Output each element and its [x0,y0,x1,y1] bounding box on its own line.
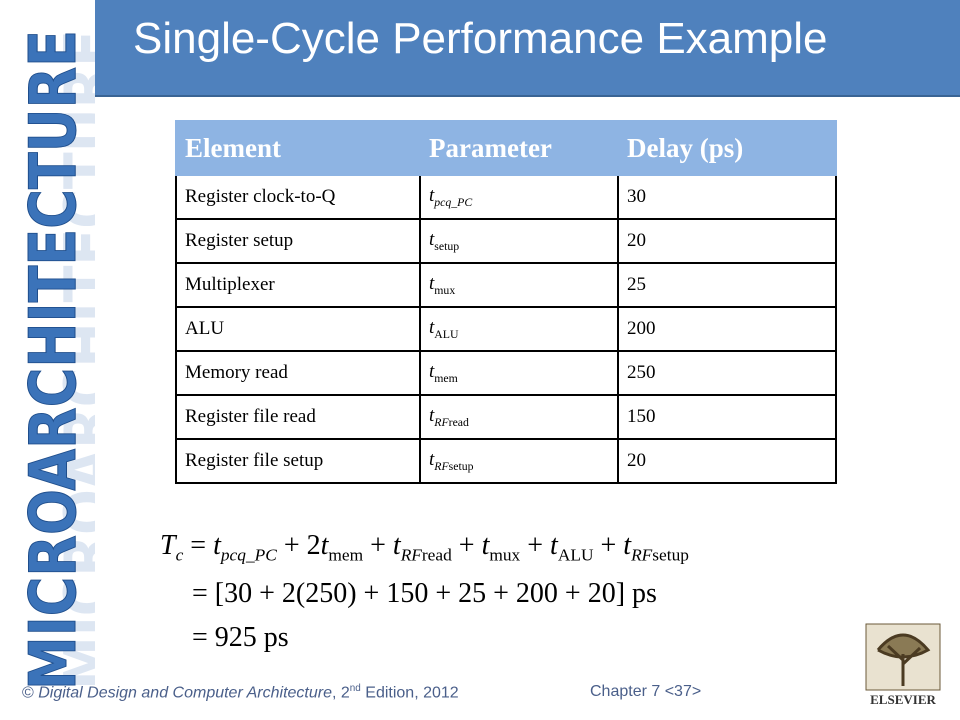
text-segment: t [429,360,435,382]
text-segment: c [175,545,184,565]
element-cell: Register file setup [175,438,421,484]
delay-cell: 200 [617,306,837,352]
text-segment: + [593,530,624,561]
column-header: Element [175,120,421,176]
delay-cell: 20 [617,438,837,484]
text-segment: mem [434,371,458,385]
equation-line: = [30 + 2(250) + 150 + 25 + 200 + 20] ps [192,578,657,609]
delay-cell: 250 [617,350,837,396]
text-segment: t [481,530,490,561]
text-segment: RF [631,545,653,565]
element-cell: Memory read [175,350,421,396]
parameter-cell: tRFread [419,394,619,440]
delay-cell: 20 [617,218,837,264]
text-segment: Edition, 2012 [360,684,459,702]
text-segment: © [22,684,39,702]
parameter-cell: tsetup [419,218,619,264]
text-segment: read [421,545,452,565]
text-segment: Digital Design and Computer Architecture [38,684,332,702]
text-segment: t [429,404,435,426]
text-segment: setup [652,545,689,565]
column-header: Delay (ps) [617,120,837,176]
text-segment: ALU [557,545,594,565]
text-segment: t [429,184,435,206]
text-segment: pcq_PC [434,195,473,209]
text-segment: + [451,530,482,561]
table-row: Register clock-to-Q tpcq_PC 30 [175,174,837,220]
table-row: Memory read tmem 250 [175,350,837,396]
publisher-name: ELSEVIER [870,692,936,707]
text-segment: t [429,272,435,294]
text-segment: + [520,530,551,561]
text-segment: pcq_PC [220,545,277,565]
delay-cell: 30 [617,174,837,220]
title-banner: Single-Cycle Performance Example [95,0,960,97]
parameter-cell: tRFsetup [419,438,619,484]
table-row: Register file read tRFread 150 [175,394,837,440]
parameter-cell: tmux [419,262,619,308]
text-segment: + 2 [276,530,321,561]
text-segment: t [623,530,632,561]
text-segment: t [550,530,558,561]
table-row: Register file setup tRFsetup 20 [175,438,837,484]
text-segment: read [448,415,469,429]
text-segment: nd [349,683,361,694]
text-segment: RF [434,415,449,429]
delay-table: Element Parameter Delay (ps) Register clock… [175,120,837,484]
equation-line: = 925 ps [192,622,289,653]
publisher-logo: ELSEVIER [865,623,941,707]
slide-title: Single-Cycle Performance Example [133,14,828,63]
text-segment: t [429,316,435,338]
parameter-cell: tpcq_PC [419,174,619,220]
text-segment: T [160,530,176,561]
logo: MICROARCHITECTURE MICROARCHITECTURE [17,30,96,691]
text-segment: t [213,530,221,561]
text-segment: t [429,448,435,470]
table-row: Multiplexer tmux 25 [175,262,837,308]
text-segment: mux [434,283,456,297]
parameter-cell: tALU [419,306,619,352]
text-segment: mem [328,545,364,565]
text-segment: ALU [434,327,459,341]
element-cell: Multiplexer [175,262,421,308]
footer-chapter: Chapter 7 <37> [590,683,702,700]
text-segment: setup [448,459,474,473]
logo-reflection: MICROARCHITECTURE [52,30,95,690]
logo-text: MICROARCHITECTURE [17,30,91,690]
text-segment: t [320,530,329,561]
equation-line: Tc = tpcq_PC + 2tmem + tRFread + tmux + … [160,530,689,566]
text-segment: , 2 [332,684,350,702]
text-segment: mux [489,545,521,565]
text-segment: t [429,228,435,250]
text-segment: RF [434,459,449,473]
element-cell: Register file read [175,394,421,440]
delay-cell: 150 [617,394,837,440]
element-cell: Register clock-to-Q [175,174,421,220]
footer-credit: © Digital Design and Computer Architectu… [22,683,459,702]
element-cell: Register setup [175,218,421,264]
delay-cell: 25 [617,262,837,308]
element-cell: ALU [175,306,421,352]
text-segment: + [363,530,393,561]
text-segment: setup [434,239,460,253]
text-segment: t [392,530,401,561]
text-segment: RF [400,545,422,565]
table-row: Register setup tsetup 20 [175,218,837,264]
header-row: Element Parameter Delay (ps) [175,120,837,176]
column-header: Parameter [419,120,619,176]
logo-tree [876,633,931,686]
parameter-cell: tmem [419,350,619,396]
table-row: ALU tALU 200 [175,306,837,352]
text-segment: = [183,530,214,561]
